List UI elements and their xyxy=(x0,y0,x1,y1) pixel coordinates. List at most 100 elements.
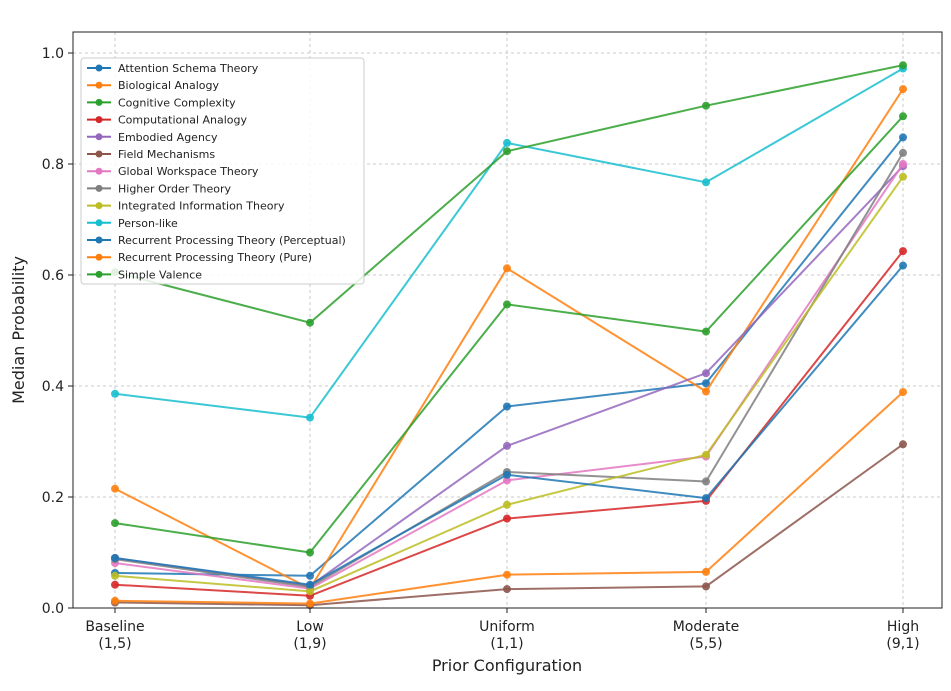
data-point xyxy=(899,261,907,270)
data-point xyxy=(702,178,710,187)
y-tick-label: 0.6 xyxy=(42,268,64,284)
data-point xyxy=(306,318,314,327)
data-point xyxy=(702,327,710,336)
series-line xyxy=(114,264,904,586)
data-point xyxy=(306,599,314,608)
series-9 xyxy=(111,64,907,422)
data-point xyxy=(503,514,511,523)
data-point xyxy=(503,570,511,579)
y-tick-label: 1.0 xyxy=(42,46,64,62)
legend-label: Field Mechanisms xyxy=(118,148,215,161)
legend-label: Embodied Agency xyxy=(118,131,218,144)
x-axis-title: Prior Configuration xyxy=(432,656,582,675)
data-point xyxy=(503,476,511,485)
data-point xyxy=(306,571,314,580)
y-axis-title: Median Probability xyxy=(9,256,28,404)
series-5 xyxy=(111,440,907,610)
legend-label: Computational Analogy xyxy=(118,114,248,127)
y-tick-label: 0.8 xyxy=(42,157,64,173)
data-point xyxy=(702,379,710,388)
series-11 xyxy=(111,388,907,608)
series-8 xyxy=(111,172,907,596)
data-point xyxy=(503,138,511,147)
data-point xyxy=(111,519,119,528)
legend-swatch-marker xyxy=(95,253,103,261)
series-10 xyxy=(111,261,907,589)
series-2 xyxy=(111,112,907,557)
legend-label: Simple Valence xyxy=(118,268,202,281)
data-point xyxy=(899,388,907,397)
legend-swatch-marker xyxy=(95,184,103,192)
y-tick-label: 0.4 xyxy=(42,379,64,395)
data-point xyxy=(111,389,119,398)
data-point xyxy=(702,582,710,591)
data-point xyxy=(503,470,511,479)
series-3 xyxy=(111,247,907,600)
data-point xyxy=(899,148,907,157)
legend-swatch-marker xyxy=(95,236,103,244)
data-point xyxy=(503,147,511,156)
legend-label: Attention Schema Theory xyxy=(118,62,259,75)
data-point xyxy=(702,477,710,486)
legend-swatch-marker xyxy=(95,219,103,227)
x-tick-label: Moderate xyxy=(673,619,740,635)
data-point xyxy=(503,585,511,594)
x-tick-label: Baseline xyxy=(85,619,144,635)
data-point xyxy=(702,369,710,378)
data-point xyxy=(899,247,907,256)
data-point xyxy=(503,441,511,450)
legend-label: Recurrent Processing Theory (Pure) xyxy=(118,251,312,264)
data-point xyxy=(306,548,314,557)
legend-label: Recurrent Processing Theory (Perceptual) xyxy=(118,234,346,247)
legend-label: Person-like xyxy=(118,217,178,230)
data-point xyxy=(111,484,119,493)
data-point xyxy=(702,101,710,110)
data-point xyxy=(899,172,907,181)
x-tick-sublabel: (1,1) xyxy=(490,636,523,652)
data-point xyxy=(899,112,907,121)
x-tick-label: Low xyxy=(296,619,324,635)
x-tick-sublabel: (9,1) xyxy=(886,636,919,652)
data-point xyxy=(702,450,710,459)
legend-label: Global Workspace Theory xyxy=(118,165,259,178)
legend-swatch-marker xyxy=(95,150,103,158)
legend-box xyxy=(80,57,365,285)
legend-label: Biological Analogy xyxy=(118,79,220,92)
data-point xyxy=(899,133,907,142)
legend-label: Higher Order Theory xyxy=(118,182,232,195)
y-tick-label: 0.0 xyxy=(42,601,64,617)
data-point xyxy=(702,387,710,396)
data-point xyxy=(503,264,511,273)
y-tick-label: 0.2 xyxy=(42,490,64,506)
legend-label: Integrated Information Theory xyxy=(118,200,285,213)
data-point xyxy=(899,61,907,70)
legend-swatch-marker xyxy=(95,116,103,124)
legend-swatch-marker xyxy=(95,202,103,210)
x-tick-sublabel: (5,5) xyxy=(689,636,722,652)
legend: Attention Schema Theory Biological Analog… xyxy=(80,57,365,285)
data-point xyxy=(702,494,710,503)
data-point xyxy=(111,596,119,605)
data-point xyxy=(899,160,907,168)
data-point xyxy=(899,85,907,94)
data-point xyxy=(503,500,511,509)
series-line xyxy=(114,443,904,607)
data-point xyxy=(111,554,119,562)
data-point xyxy=(111,580,119,589)
legend-label: Cognitive Complexity xyxy=(118,96,236,109)
legend-swatch-marker xyxy=(95,98,103,106)
x-tick-label: Uniform xyxy=(479,619,535,635)
data-point xyxy=(306,580,314,589)
series-lines xyxy=(111,61,907,610)
data-point xyxy=(503,402,511,411)
legend-swatch-marker xyxy=(95,167,103,175)
data-point xyxy=(503,300,511,309)
data-point xyxy=(702,567,710,576)
data-point xyxy=(306,413,314,422)
x-tick-sublabel: (1,5) xyxy=(98,636,131,652)
legend-swatch-marker xyxy=(95,133,103,141)
x-tick-label: High xyxy=(887,619,919,635)
legend-swatch-marker xyxy=(95,64,103,72)
data-point xyxy=(306,587,314,596)
